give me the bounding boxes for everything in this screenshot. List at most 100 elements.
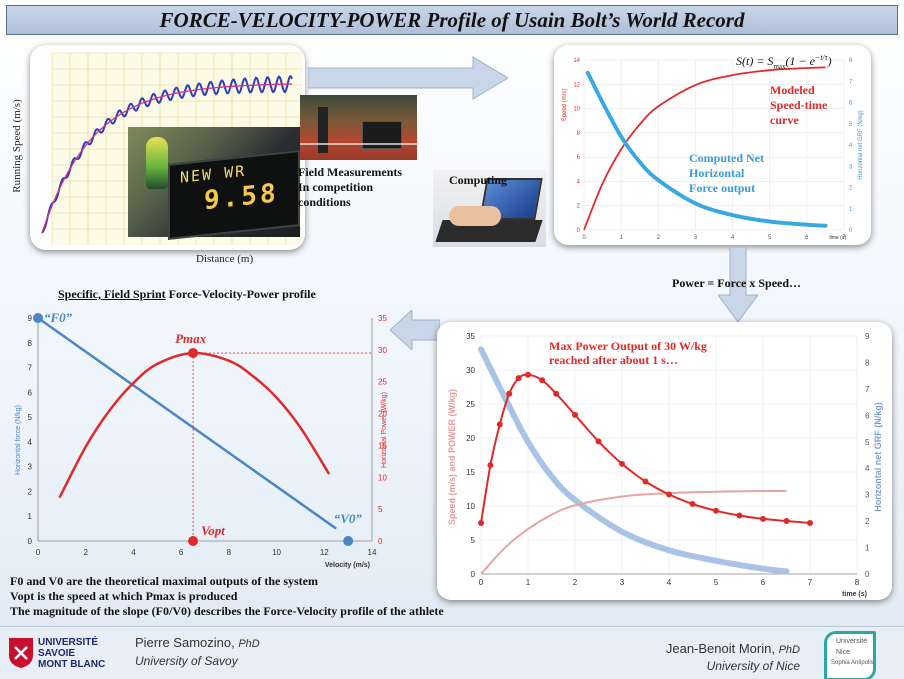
tr-y-left-tick-label: 0 (577, 228, 581, 234)
tr-y-right-tick-label: 2 (849, 186, 853, 192)
power-point (572, 411, 578, 418)
vopt-label: Vopt (201, 523, 225, 538)
br-x-tick-label: 1 (526, 578, 531, 587)
fvp-y-left-tick-label: 8 (28, 339, 33, 348)
savoie-logo-text: UNIVERSITÉ SAVOIE MONT BLANC (38, 637, 105, 670)
br-y-right-label: Horizontal net GRF (N/kg) (873, 402, 883, 512)
power-point (525, 371, 531, 378)
power-point (689, 500, 696, 507)
tr-y-left-tick-label: 2 (577, 204, 581, 210)
force-output-label: Computed Net Horizontal Force output (689, 151, 764, 196)
tr-y-left-tick-label: 14 (573, 58, 580, 64)
power-point (553, 390, 560, 397)
br-y-left-tick-label: 30 (466, 366, 475, 375)
power-point (642, 478, 649, 485)
modeled-label-1: Modeled (770, 83, 815, 97)
power-point (783, 517, 790, 524)
tr-y-right-tick-label: 8 (849, 58, 853, 64)
power-time-card: 0 1 2 3 4 5 6 7 8 0 5 10 15 20 25 30 35 0 1 2 3 4 5 6 7 8 9 time (s… (437, 322, 892, 600)
tr-y-left-label: Speed (m/s) (562, 89, 568, 122)
br-y-right-tick-label: 0 (865, 570, 870, 579)
fvp-y-right-tick-label: 25 (378, 378, 387, 387)
tr-y-right-tick-label: 0 (849, 228, 853, 234)
br-y-right-tick-label: 8 (865, 358, 870, 367)
br-x-tick-label: 7 (808, 578, 813, 587)
tr-y-left-tick-label: 8 (577, 131, 581, 137)
power-point (478, 520, 484, 526)
tr-x-tick-label: 2 (657, 235, 661, 241)
tr-y-right-tick-label: 4 (849, 143, 853, 149)
tr-x-tick-label: 5 (768, 235, 772, 241)
author-right-degree: PhD (778, 644, 800, 656)
br-y-left-tick-label: 35 (466, 332, 475, 341)
v0-marker (343, 536, 354, 546)
br-y-right-tick-label: 6 (865, 411, 870, 420)
fvp-y-left-tick-label: 4 (28, 438, 33, 447)
fvp-heading-underlined: Specific, Field Sprint (58, 287, 166, 301)
br-y-right-tick-label: 4 (865, 464, 870, 473)
savoie-logo-line-1: UNIVERSITÉ (38, 637, 99, 648)
tr-y-right-tick-label: 3 (849, 164, 853, 170)
fvp-y-left-tick-label: 9 (28, 314, 33, 323)
scoreboard: NEW WR 9.58 (168, 150, 300, 240)
br-x-tick-label: 3 (620, 578, 625, 587)
fvp-y-left-tick-label: 1 (28, 512, 33, 521)
field-caption-line-3: conditions (298, 195, 351, 209)
tr-y-left-tick-label: 10 (573, 107, 580, 113)
power-point (713, 507, 719, 514)
author-left-affiliation: University of Savoy (135, 654, 238, 668)
power-point (506, 390, 513, 397)
fvp-y-left-tick-label: 5 (28, 413, 33, 422)
fvp-y-right-tick-label: 5 (378, 505, 383, 514)
force-output-line (585, 70, 828, 228)
author-left-name: Pierre Samozino, (135, 635, 239, 650)
tr-y-right-tick-label: 1 (849, 207, 853, 213)
max-power-annotation-2: reached after about 1 s… (549, 353, 678, 367)
author-left: Pierre Samozino, PhD (135, 635, 260, 650)
fvp-heading: Specific, Field Sprint Force-Velocity-Po… (58, 287, 316, 302)
f0-marker (33, 313, 43, 323)
power-velocity-curve (58, 351, 331, 499)
computing-label: Computing (449, 173, 508, 187)
modeled-label-3: curve (770, 113, 799, 127)
br-y-left-tick-label: 0 (471, 570, 476, 579)
tr-y-left-tick-label: 12 (573, 82, 580, 88)
nice-logo: Université Nice Sophia Antipolis (824, 631, 876, 679)
force-label-3: Force output (689, 181, 756, 195)
field-measurement-photo (300, 95, 417, 160)
tr-x-tick-label: 6 (805, 235, 809, 241)
net-grf-line (478, 346, 790, 575)
speed-model-formula: S(t) = Smax(1 − e−t/τ) (736, 53, 832, 71)
br-x-tick-label: 6 (761, 578, 766, 587)
max-power-annotation-1: Max Power Output of 30 W/kg (549, 339, 707, 353)
speed-force-time-card: 0 1 2 3 4 5 6 7 0 2 4 6 8 10 12 14 0 1 2 3 4 5 6 7 8 time (s) Spee… (554, 45, 871, 245)
br-y-left-tick-label: 25 (466, 400, 475, 409)
fvp-x-tick-label: 12 (320, 548, 329, 557)
author-right: Jean-Benoit Morin, PhD (666, 641, 800, 656)
br-y-right-tick-label: 2 (865, 517, 870, 526)
br-y-right-tick-label: 1 (865, 544, 870, 553)
force-label-1: Computed Net (689, 151, 764, 165)
tr-y-left-tick-label: 4 (577, 179, 581, 185)
power-point (666, 491, 672, 498)
page-title: FORCE-VELOCITY-POWER Profile of Usain Bo… (159, 7, 745, 32)
br-x-tick-label: 5 (714, 578, 719, 587)
tr-x-tick-label: 4 (731, 235, 735, 241)
fvp-y-right-tick-label: 0 (378, 537, 383, 546)
power-point (595, 438, 602, 445)
fvp-y-right-tick-label: 10 (378, 473, 387, 482)
arrow-right-top (308, 55, 508, 101)
power-point (619, 460, 625, 467)
br-x-tick-label: 2 (573, 578, 578, 587)
max-power-annotation: Max Power Output of 30 W/kg reached afte… (549, 339, 707, 367)
savoie-logo-line-3: MONT BLANC (38, 659, 106, 670)
fvp-y-right-tick-label: 35 (378, 314, 387, 323)
br-y-right-tick-label: 5 (865, 438, 870, 447)
fvp-x-tick-label: 14 (368, 548, 377, 557)
fvp-x-tick-label: 0 (36, 548, 41, 557)
tr-x-tick-label: 3 (694, 235, 698, 241)
power-point (736, 512, 743, 519)
